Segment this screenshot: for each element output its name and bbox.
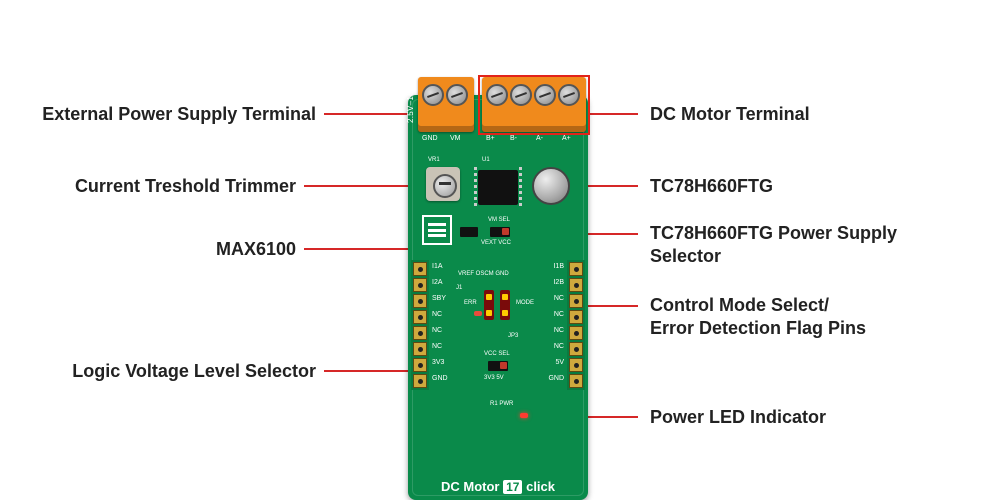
label-ext-power: External Power Supply Terminal <box>42 103 316 126</box>
pin-label: NC <box>554 327 564 334</box>
pin-label: I2A <box>432 279 443 286</box>
silk-text: JP3 <box>508 333 518 339</box>
board-title-suffix: click <box>526 479 555 494</box>
terminal-label: VM <box>450 135 461 142</box>
pin-label: NC <box>432 327 442 334</box>
voltage-range-text: 2.5V–16V <box>406 85 415 123</box>
silk-text: VEXT VCC <box>481 240 511 246</box>
label-pwr-led: Power LED Indicator <box>650 406 826 429</box>
silk-text: R1 PWR <box>490 401 513 407</box>
mikrobus-pins-right <box>567 260 585 390</box>
mode-header <box>500 290 510 320</box>
pin-label: 5V <box>555 359 564 366</box>
board-title-prefix: DC Motor <box>441 479 500 494</box>
pin-label: NC <box>554 295 564 302</box>
pin-label: NC <box>432 343 442 350</box>
terminal-label: B+ <box>486 135 495 142</box>
pin-label: GND <box>432 375 448 382</box>
max6100-chip <box>460 227 478 237</box>
label-trimmer: Current Treshold Trimmer <box>75 175 296 198</box>
pin-label: NC <box>554 311 564 318</box>
terminal-label: GND <box>422 135 438 142</box>
silk-text: MODE <box>516 300 534 306</box>
silk-text: 3V3 5V <box>484 375 504 381</box>
label-dc-terminal: DC Motor Terminal <box>650 103 810 126</box>
terminal-label: A- <box>536 135 543 142</box>
board-title: DC Motor 17 click <box>408 479 588 494</box>
terminal-screw-icon <box>422 84 444 106</box>
current-trimmer <box>426 167 460 201</box>
pcb-board: 2.5V–16V GND VM B+ B- A- A+ VR1 U1 VM SE… <box>408 95 588 500</box>
pin-label: NC <box>554 343 564 350</box>
terminal-screw-icon <box>446 84 468 106</box>
label-tc78-psel: TC78H660FTG Power SupplySelector <box>650 222 910 269</box>
capacitor-icon <box>532 167 570 205</box>
err-led-icon <box>474 311 482 316</box>
label-max6100: MAX6100 <box>216 238 296 261</box>
tc78-chip <box>478 170 518 205</box>
ext-power-terminal <box>418 77 474 132</box>
silk-text: VCC SEL <box>484 351 510 357</box>
silk-text: VR1 <box>428 157 440 163</box>
mikrobus-pins-left <box>411 260 429 390</box>
terminal-label: B- <box>510 135 517 142</box>
silk-text: J1 <box>456 285 462 291</box>
pin-label: I2B <box>553 279 564 286</box>
leader-line <box>582 113 638 115</box>
label-mode-err: Control Mode Select/Error Detection Flag… <box>650 294 910 341</box>
silk-text: VM SEL <box>488 217 510 223</box>
vm-sel-jumper <box>490 227 510 237</box>
silk-text: ERR <box>464 300 477 306</box>
label-logic-sel: Logic Voltage Level Selector <box>72 360 316 383</box>
mikroe-logo-icon <box>422 215 452 245</box>
highlight-box <box>478 75 590 135</box>
vcc-sel-jumper <box>488 361 508 371</box>
err-header <box>484 290 494 320</box>
label-tc78: TC78H660FTG <box>650 175 773 198</box>
pwr-led-icon <box>520 413 528 418</box>
pin-label: I1B <box>553 263 564 270</box>
board-title-num: 17 <box>503 480 522 494</box>
pin-label: NC <box>432 311 442 318</box>
pin-label: 3V3 <box>432 359 444 366</box>
silk-text: U1 <box>482 157 490 163</box>
terminal-label: A+ <box>562 135 571 142</box>
pin-label: I1A <box>432 263 443 270</box>
silk-text: VREF OSCM GND <box>458 271 509 277</box>
pin-label: GND <box>548 375 564 382</box>
pin-label: SBY <box>432 295 446 302</box>
